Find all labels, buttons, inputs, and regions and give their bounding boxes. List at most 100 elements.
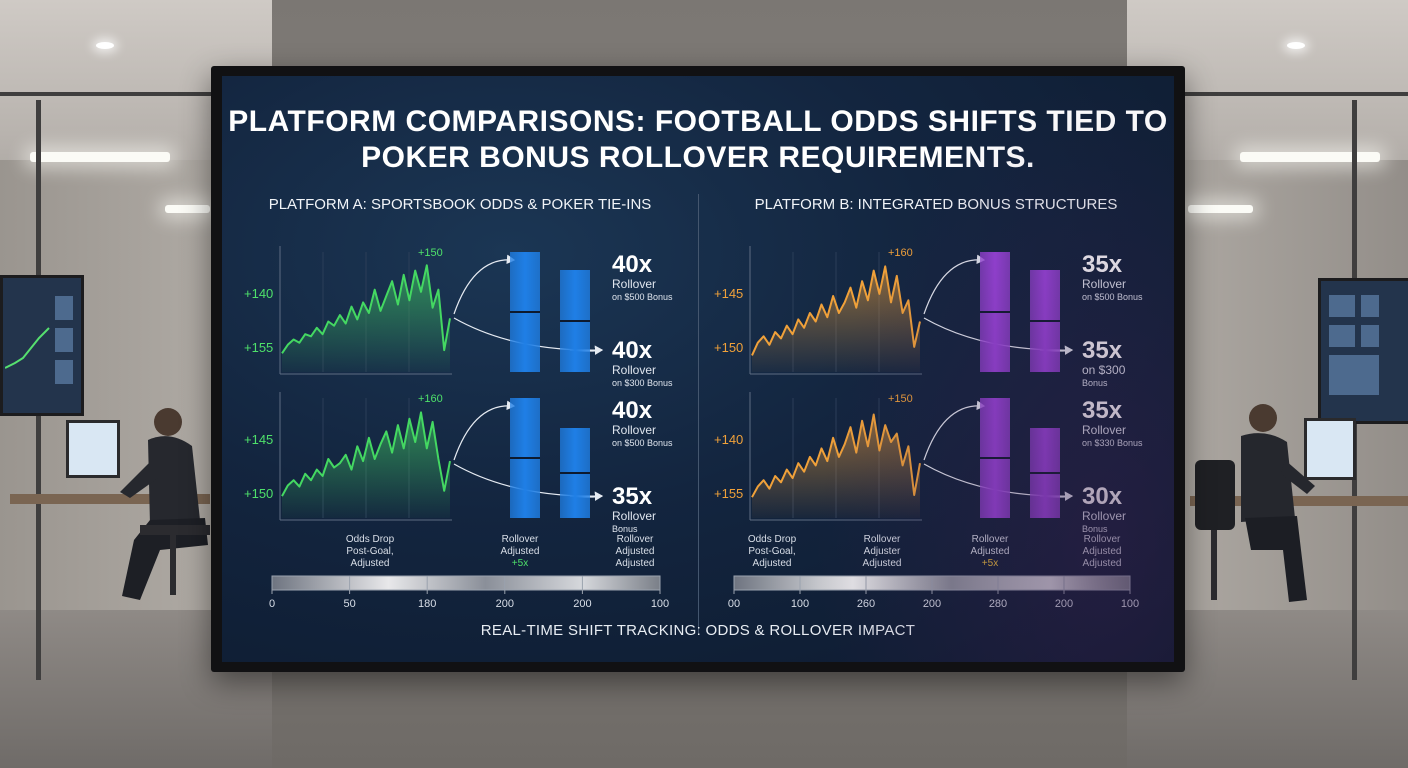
y-axis-label: +155	[244, 340, 273, 355]
scale-tick-label: 260	[857, 598, 875, 610]
rollover-caption: on $300	[1082, 363, 1126, 377]
odds-line	[281, 264, 451, 354]
connector-arrow	[923, 400, 986, 461]
scale-tick-label: 100	[651, 598, 669, 610]
glass-frame	[0, 92, 272, 96]
scale-tick-label: 100	[1121, 598, 1139, 610]
y-axis-label: +145	[244, 432, 273, 447]
rollover-value: 35x	[1082, 251, 1123, 278]
panel-a-title: PLATFORM A: SPORTSBOOK ODDS & POKER TIE-…	[268, 196, 652, 213]
wall-monitor	[0, 275, 84, 416]
ceiling-light	[165, 205, 210, 213]
footer-label: Rollover	[617, 534, 654, 545]
scale-tick-label: 50	[343, 598, 355, 610]
computer-monitor	[66, 420, 120, 478]
footer-label: +5x	[512, 558, 528, 569]
odds-line	[281, 411, 451, 497]
footer-label: Odds Drop	[748, 534, 797, 545]
scale-tick-label: 200	[573, 598, 591, 610]
footer-label: Rollover	[1084, 534, 1121, 545]
footer-label: Adjusted	[616, 546, 655, 557]
ceiling-light	[1188, 205, 1253, 213]
scale-tick-label: 180	[418, 598, 436, 610]
footer-label: Adjusted	[1083, 558, 1122, 569]
odds-line	[751, 413, 921, 498]
footer-label: Rollover	[864, 534, 901, 545]
scale-tick-label: 200	[496, 598, 514, 610]
footer-label: Rollover	[502, 534, 539, 545]
rollover-caption: on $300 Bonus	[612, 378, 673, 388]
odds-area-fill	[752, 266, 920, 372]
peak-odds-label: +160	[418, 393, 443, 405]
ceiling-spotlight	[96, 42, 114, 49]
seated-person-left	[120, 408, 210, 600]
footer-label: Adjusted	[351, 558, 390, 569]
scale-bar	[271, 575, 661, 591]
connector-arrow	[923, 254, 986, 315]
scale-tick-label: 280	[989, 598, 1007, 610]
odds-area-fill	[282, 265, 450, 372]
desk	[1190, 496, 1408, 506]
scale-tick-label: 200	[1055, 598, 1073, 610]
y-axis-label: +150	[714, 340, 743, 355]
footer-label: Adjusted	[616, 558, 655, 569]
rollover-value: 40x	[612, 337, 653, 364]
panel-divider	[698, 194, 699, 634]
footer-label: Adjusted	[753, 558, 792, 569]
footer-label: Adjusted	[501, 546, 540, 557]
y-axis-label: +145	[714, 286, 743, 301]
glass-frame	[1127, 92, 1408, 96]
rollover-value: 30x	[1082, 483, 1123, 510]
scale-tick-label: 100	[791, 598, 809, 610]
peak-odds-label: +150	[888, 393, 913, 405]
peak-odds-label: +160	[888, 247, 913, 259]
bottom-title: REAL-TIME SHIFT TRACKING: ODDS & ROLLOVE…	[480, 622, 916, 639]
footer-label: Adjusted	[1083, 546, 1122, 557]
rollover-caption: Rollover	[1082, 509, 1126, 523]
footer-label: Post-Goal,	[748, 546, 795, 557]
rollover-value: 35x	[612, 483, 653, 510]
y-axis-label: +140	[714, 432, 743, 447]
wall-monitor	[1318, 278, 1408, 424]
y-axis-label: +150	[244, 486, 273, 501]
rollover-caption: Bonus	[1082, 524, 1108, 534]
odds-area-fill	[282, 412, 450, 518]
rollover-caption: Bonus	[1082, 378, 1108, 388]
rollover-value: 40x	[612, 397, 653, 424]
rollover-caption: Bonus	[612, 524, 638, 534]
ceiling-light	[1240, 152, 1380, 162]
odds-area-fill	[752, 414, 920, 518]
rollover-caption: on $330 Bonus	[1082, 438, 1143, 448]
main-title: PLATFORM COMPARISONS: FOOTBALL ODDS SHIF…	[228, 105, 1168, 174]
ceiling-spotlight	[1287, 42, 1305, 49]
footer-label: Post-Goal,	[346, 546, 393, 557]
scale-tick-label: 200	[923, 598, 941, 610]
desk	[10, 494, 210, 504]
footer-label: Odds Drop	[346, 534, 395, 545]
seated-person-right	[1195, 404, 1315, 602]
connector-arrow	[453, 254, 516, 315]
rollover-value: 35x	[1082, 397, 1123, 424]
scale-tick-label: 0	[269, 598, 275, 610]
ceiling-light	[30, 152, 170, 162]
rollover-caption: Rollover	[612, 509, 656, 523]
odds-line	[751, 265, 921, 356]
rollover-caption: on $500 Bonus	[1082, 292, 1143, 302]
tv-screen: PLATFORM COMPARISONS: FOOTBALL ODDS SHIF…	[222, 76, 1174, 662]
footer-label: Adjuster	[864, 546, 901, 557]
footer-label: Adjusted	[971, 546, 1010, 557]
computer-monitor	[1304, 418, 1356, 480]
rollover-caption: Rollover	[612, 277, 656, 291]
rollover-caption: Rollover	[612, 423, 656, 437]
scale-tick-label: 00	[728, 598, 740, 610]
panel-b-title: PLATFORM B: INTEGRATED BONUS STRUCTURES	[754, 196, 1118, 213]
connector-arrow	[453, 400, 516, 461]
rollover-caption: Rollover	[612, 363, 656, 377]
peak-odds-label: +150	[418, 247, 443, 259]
rollover-value: 40x	[612, 251, 653, 278]
rollover-caption: Rollover	[1082, 277, 1126, 291]
rollover-value: 35x	[1082, 337, 1123, 364]
rollover-caption: Rollover	[1082, 423, 1126, 437]
footer-label: +5x	[982, 558, 998, 569]
